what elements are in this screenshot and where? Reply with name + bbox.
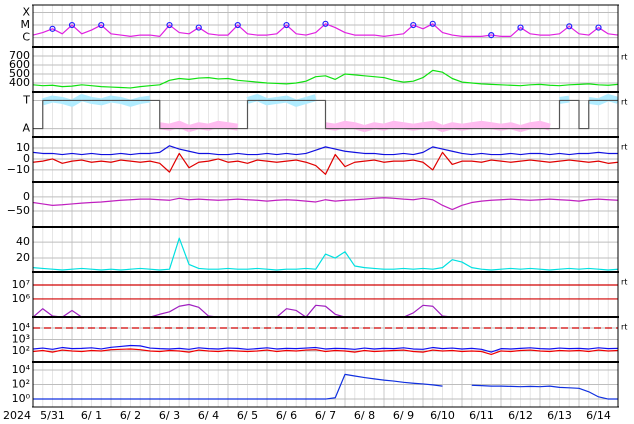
x-tick-label: 6/12 [508, 409, 533, 422]
data-band [160, 124, 579, 128]
flare-marker [234, 21, 241, 29]
year-label: 2024 [3, 409, 31, 422]
y-tick-label: 10⁴ [12, 363, 31, 376]
y-tick-label: 10³ [12, 333, 30, 346]
y-tick-label: A [22, 122, 30, 135]
y-tick-label: 10² [12, 378, 30, 391]
data-band [41, 94, 618, 107]
x-tick-label: 6/ 5 [237, 409, 258, 422]
x-tick-label: 6/10 [430, 409, 455, 422]
y-tick-label: T [22, 93, 30, 106]
y-tick-label: 700 [9, 49, 30, 62]
data-line [33, 151, 618, 175]
flare-marker [517, 24, 524, 31]
y-tick-label: 10⁶ [12, 292, 31, 305]
data-line [33, 23, 618, 37]
panel [33, 284, 618, 317]
y-tick-label: −50 [7, 204, 30, 217]
y-tick-label: 10⁴ [12, 321, 31, 334]
x-tick-label: 6/ 1 [81, 409, 102, 422]
panel [33, 94, 618, 130]
x-tick-label: 6/13 [547, 409, 572, 422]
flare-marker [68, 21, 76, 29]
data-line [33, 99, 618, 130]
data-line [33, 197, 618, 211]
x-tick-label: 6/ 8 [354, 409, 375, 422]
panel [33, 237, 618, 271]
y-tick-label: 20 [16, 251, 30, 264]
data-line [33, 237, 618, 271]
y-tick-label: M [21, 18, 31, 31]
flare-marker [195, 24, 202, 31]
y-tick-label: 500 [9, 67, 30, 80]
panel [33, 327, 618, 356]
x-tick-label: 6/ 9 [393, 409, 414, 422]
flare-marker [98, 21, 105, 29]
x-tick-label: 6/ 6 [276, 409, 297, 422]
y-tick-label: 10⁰ [12, 392, 31, 405]
data-line [33, 145, 618, 156]
right-label: rt [621, 278, 627, 287]
y-tick-label: 40 [16, 235, 30, 248]
y-tick-label: 10² [12, 344, 30, 357]
data-line [33, 344, 618, 353]
flare-marker [283, 21, 290, 29]
flare-marker [429, 20, 436, 27]
x-tick-label: 6/14 [586, 409, 611, 422]
right-label: rt [621, 98, 627, 107]
y-tick-label: C [22, 31, 30, 44]
panel [33, 369, 618, 400]
x-tick-label: 6/ 2 [120, 409, 141, 422]
x-tick-label: 6/ 7 [315, 409, 336, 422]
flare-marker [166, 21, 173, 29]
x-tick-label: 6/11 [469, 409, 494, 422]
panel [33, 55, 618, 89]
flare-marker [566, 23, 573, 30]
y-tick-label: 600 [9, 58, 30, 71]
y-tick-label: 10 [16, 141, 30, 154]
flare-marker [49, 25, 56, 32]
x-tick-label: 6/ 3 [159, 409, 180, 422]
panel [33, 196, 618, 212]
right-label: rt [621, 323, 627, 332]
x-tick-label: 5/31 [40, 409, 65, 422]
y-tick-label: X [22, 6, 30, 19]
data-line [33, 69, 618, 89]
y-tick-label: 10⁷ [12, 278, 30, 291]
flare-marker [322, 20, 329, 27]
y-tick-label: 400 [9, 76, 30, 89]
y-tick-label: −10 [7, 163, 30, 176]
x-tick-label: 6/ 4 [198, 409, 219, 422]
panel [33, 145, 618, 175]
data-line [33, 303, 618, 317]
right-label: rt [621, 143, 627, 152]
flare-marker [595, 24, 602, 31]
flare-marker [410, 21, 417, 29]
data-line [33, 348, 618, 356]
right-label: rt [621, 53, 627, 62]
y-tick-label: 0 [23, 152, 30, 165]
data-line [33, 373, 618, 400]
flare-marker [488, 31, 495, 39]
y-tick-label: 0 [23, 190, 30, 203]
